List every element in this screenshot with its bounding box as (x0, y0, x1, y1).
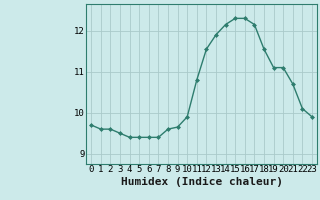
X-axis label: Humidex (Indice chaleur): Humidex (Indice chaleur) (121, 177, 283, 187)
